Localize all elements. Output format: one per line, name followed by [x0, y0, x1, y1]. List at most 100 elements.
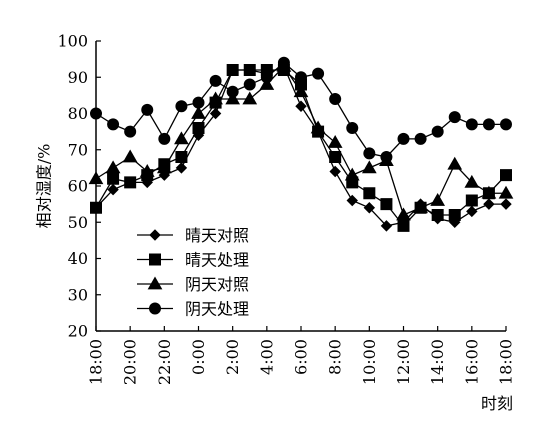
data-point	[413, 200, 428, 214]
x-tick-label: 10:00	[360, 339, 379, 385]
data-point	[208, 91, 223, 105]
data-point	[277, 56, 290, 69]
data-point	[430, 192, 446, 206]
legend-marker	[149, 229, 161, 241]
y-tick-label: 20	[68, 322, 88, 341]
x-tick-label: 18:00	[497, 339, 516, 385]
x-axis-ticks: 18:00 20:00 22:00 0:00 2:00 4:00 6:00 8:00 10:00…	[87, 326, 516, 385]
data-point	[124, 176, 137, 189]
legend-marker	[149, 302, 161, 315]
legend-marker	[149, 253, 161, 266]
data-point	[107, 172, 120, 185]
data-point	[482, 118, 495, 131]
data-point	[431, 209, 444, 221]
data-point	[90, 201, 102, 214]
data-point	[465, 118, 478, 131]
data-point	[175, 100, 188, 113]
data-point	[346, 122, 359, 134]
data-point	[243, 64, 256, 76]
x-tick-label: 14:00	[428, 339, 447, 385]
data-point	[124, 125, 137, 138]
data-point	[380, 220, 393, 232]
data-point	[88, 171, 104, 185]
data-point	[243, 78, 256, 91]
legend-item: 晴天处理	[137, 251, 249, 270]
legend-label: 晴天处理	[185, 251, 249, 270]
y-tick-label: 70	[68, 140, 88, 159]
data-point	[156, 160, 172, 174]
series-circle	[90, 56, 512, 163]
legend-label: 晴天对照	[185, 226, 249, 245]
data-point	[260, 71, 273, 84]
y-tick-label: 90	[68, 68, 88, 87]
data-point	[466, 205, 478, 218]
data-point	[174, 131, 189, 145]
data-point	[259, 76, 275, 90]
legend-item: 晴天对照	[137, 226, 249, 245]
legend-item: 阴天处理	[137, 300, 249, 319]
legend-marker	[147, 276, 163, 290]
x-tick-label: 8:00	[326, 339, 345, 375]
data-point	[175, 151, 188, 163]
data-point	[329, 93, 342, 105]
x-tick-label: 12:00	[394, 339, 413, 385]
legend-item: 阴天对照	[137, 275, 249, 294]
x-axis-title: 时刻	[481, 394, 513, 413]
data-point	[295, 71, 307, 84]
data-point	[293, 84, 309, 98]
x-tick-label: 18:00	[87, 339, 106, 385]
data-point	[209, 107, 222, 120]
data-point	[175, 162, 188, 174]
x-tick-label: 22:00	[155, 339, 174, 385]
series-layer	[88, 56, 514, 232]
data-point	[361, 160, 377, 174]
data-point	[139, 163, 155, 177]
data-point	[500, 198, 512, 210]
data-point	[363, 202, 376, 214]
y-tick-label: 100	[57, 32, 88, 51]
x-tick-label: 6:00	[292, 339, 311, 375]
y-tick-label: 40	[68, 249, 88, 268]
data-point	[122, 149, 138, 163]
data-point	[414, 132, 427, 145]
data-point	[327, 134, 343, 148]
data-point	[464, 174, 480, 188]
data-point	[380, 198, 393, 211]
data-point	[225, 91, 241, 105]
data-point	[141, 103, 154, 116]
x-tick-label: 16:00	[462, 339, 481, 385]
y-tick-label: 30	[68, 285, 88, 304]
data-point	[500, 169, 512, 182]
data-point	[310, 120, 326, 134]
data-point	[312, 67, 325, 80]
data-point	[396, 207, 411, 221]
data-point	[397, 132, 410, 145]
data-point	[448, 111, 461, 124]
data-point	[90, 107, 102, 120]
y-axis-title: 相对湿度/%	[35, 144, 54, 229]
legend-label: 阴天对照	[185, 275, 249, 294]
x-tick-label: 4:00	[257, 339, 276, 375]
data-point	[481, 185, 497, 199]
series-triangle	[88, 58, 514, 221]
data-point	[329, 165, 341, 178]
data-point	[107, 118, 120, 131]
data-point	[448, 209, 461, 221]
data-point	[447, 156, 463, 170]
data-point	[226, 64, 239, 76]
data-point	[344, 167, 360, 181]
data-point	[242, 91, 258, 105]
data-point	[192, 96, 205, 109]
data-point	[363, 147, 376, 160]
data-point	[500, 118, 512, 131]
data-point	[397, 219, 410, 232]
data-point	[380, 151, 393, 163]
data-point	[107, 183, 119, 196]
x-tick-label: 0:00	[189, 339, 208, 375]
data-point	[483, 198, 495, 210]
legend-label: 阴天处理	[185, 300, 249, 319]
y-tick-label: 80	[68, 104, 88, 123]
data-point	[363, 187, 376, 200]
